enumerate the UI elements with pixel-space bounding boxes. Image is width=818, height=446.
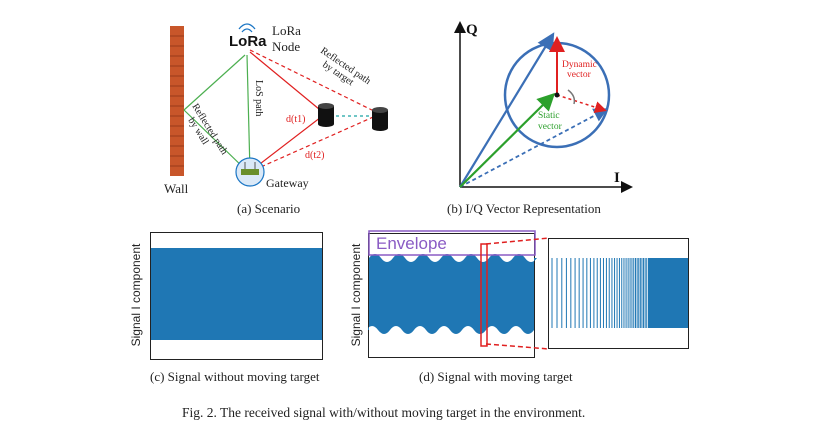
antenna-icon (238, 23, 256, 33)
ylabel-c-wrap: Signal I component (126, 232, 146, 358)
wall-path-out (183, 109, 249, 173)
zoom-signal-lines (551, 258, 648, 328)
wall-label: Wall (164, 181, 189, 196)
dynamic-label-2: vector (567, 70, 592, 80)
dynamic-label-1: Dynamic (562, 60, 597, 70)
d2-label: d(t2) (305, 150, 324, 161)
total-vector (459, 32, 555, 188)
q-axis-label: Q (466, 22, 478, 38)
gateway-device-icon (241, 169, 259, 175)
circle-center (554, 92, 560, 98)
i-axis-label: I (614, 170, 620, 186)
static-vector (459, 92, 556, 188)
zoom-connectors (485, 237, 550, 350)
zoom-selection-box (480, 243, 488, 347)
rotation-arc (567, 89, 576, 105)
target-path-solid-out (251, 113, 326, 171)
zoom-plot-d (548, 238, 689, 349)
los-path (246, 54, 251, 173)
figure-caption: Fig. 2. The received signal with/without… (182, 405, 586, 420)
caption-b: (b) I/Q Vector Representation (447, 201, 601, 216)
target-path-dashed-out (253, 113, 381, 171)
target-path-solid-in (249, 51, 326, 115)
ylabel-d-wrap: Signal I component (346, 232, 366, 358)
lora-logo: LoRa (229, 33, 267, 50)
gateway-label: Gateway (266, 176, 309, 190)
caption-a: (a) Scenario (237, 201, 301, 216)
static-label-1: Static (538, 111, 560, 121)
scenario-diagram: LoRa LoRa Node Wall Gateway LoS path Ref… (164, 23, 388, 196)
caption-c: (c) Signal without moving target (150, 369, 320, 384)
static-label-2: vector (538, 122, 563, 132)
iq-vector-diagram: Q I Dynamic vector Static vector (454, 21, 633, 193)
brick-wall (170, 26, 184, 176)
los-label: LoS path (253, 80, 264, 116)
zoom-signal-dense (648, 258, 688, 328)
target-path-dashed-in (249, 49, 381, 115)
signal-band-d (368, 254, 537, 334)
wall-path-in (183, 54, 246, 111)
d1-label: d(t1) (286, 114, 305, 125)
target-cylinder-2 (372, 107, 388, 131)
node-label-2: Node (272, 39, 300, 54)
dynamic-vector-dashed (556, 94, 607, 113)
envelope-label: Envelope (376, 234, 447, 253)
ylabel-d: Signal I component (349, 243, 363, 347)
signal-band-c (151, 248, 322, 340)
target-cylinder-1 (318, 103, 334, 127)
ylabel-c: Signal I component (129, 243, 143, 347)
signal-plot-d: Envelope (368, 230, 537, 358)
node-label-1: LoRa (272, 23, 301, 38)
signal-plot-c (150, 232, 323, 360)
total-vector-dashed (459, 108, 609, 188)
caption-d: (d) Signal with moving target (419, 369, 573, 384)
